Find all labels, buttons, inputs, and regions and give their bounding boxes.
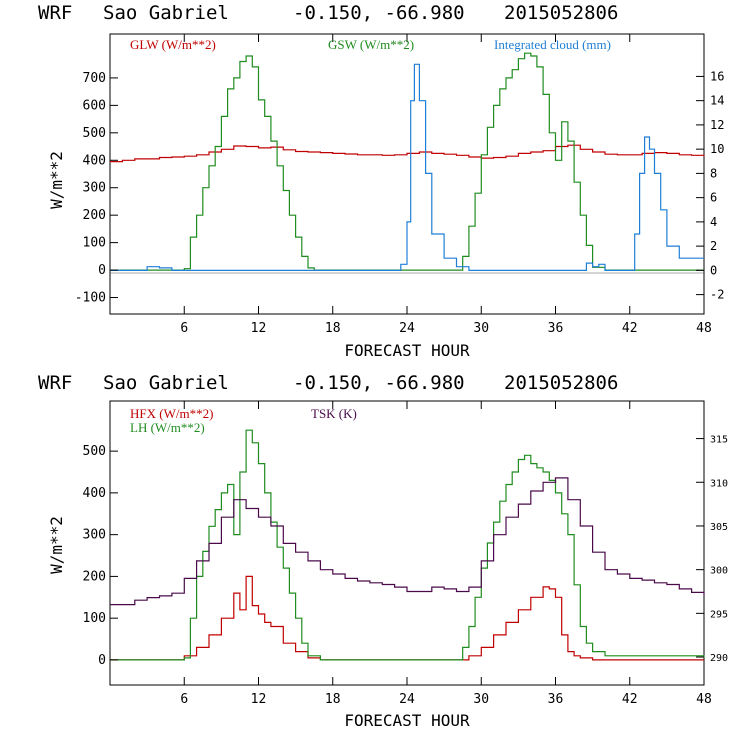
p2-y-tick-label: 0: [98, 653, 106, 668]
series-line-glw: [110, 144, 705, 163]
p2-x-axis-label: FORECAST HOUR: [344, 711, 470, 730]
p1-x-tick-label: 30: [473, 321, 489, 336]
series-line-tsk: [110, 477, 705, 606]
series-line-lh: [110, 429, 705, 661]
p2-axes-group: 6 12 18 24 30 36 42 48 0 100 200 300 400 500 290 295 300…: [83, 401, 728, 707]
p1-header-model: WRF: [38, 2, 72, 24]
p2-x-tick-label: 24: [399, 692, 415, 707]
p2-series-group: [110, 429, 705, 661]
p1-x-tick-label: 36: [548, 321, 564, 336]
p1-x-tick-label: 12: [251, 321, 267, 336]
p1-y-tick-label: -100: [75, 291, 106, 306]
legend-cloud: Integrated cloud (mm): [494, 37, 611, 52]
legend-hfx: HFX (W/m**2): [130, 406, 213, 421]
p1-y-tick-label: 100: [83, 236, 106, 251]
p2-x-tick-label: 48: [696, 692, 712, 707]
legend-gsw: GSW (W/m**2): [328, 37, 414, 52]
p2-x-tick-label: 18: [325, 692, 341, 707]
p2-y-tick-label: 400: [83, 486, 106, 501]
p1-y2-tick-label: 0: [710, 263, 717, 277]
p1-x-tick-label: 18: [325, 321, 341, 336]
p2-y2-tick-label: 315: [710, 435, 728, 446]
p2-y-tick-label: 500: [83, 444, 106, 459]
p2-y-tick-label: 100: [83, 611, 106, 626]
legend-lh: LH (W/m**2): [130, 420, 205, 435]
p2-y2-tick-label: 290: [710, 653, 728, 664]
p1-y-tick-label: 200: [83, 208, 106, 223]
p1-x-tick-label: 6: [180, 321, 188, 336]
p1-y2-tick-label: 2: [710, 239, 717, 253]
p2-x-tick-label: 6: [180, 692, 188, 707]
p1-y2-tick-label: 6: [710, 191, 717, 205]
legend-tsk: TSK (K): [311, 406, 357, 421]
p1-series-group: [110, 52, 705, 271]
p1-y-tick-label: 0: [98, 263, 106, 278]
p1-header-coords: -0.150, -66.980: [293, 2, 465, 24]
p2-y-tick-label: 300: [83, 528, 106, 543]
p1-y2-tick-label: 10: [710, 142, 724, 156]
legend-glw: GLW (W/m**2): [130, 37, 216, 52]
p1-y2-tick-label: -2: [710, 288, 724, 302]
p2-x-tick-label: 30: [473, 692, 489, 707]
p2-y2-tick-label: 305: [710, 522, 728, 533]
p2-y2-tick-label: 295: [710, 609, 728, 620]
panel-radiation: WRF Sao Gabriel -0.150, -66.980 20150528…: [38, 2, 724, 360]
p2-x-tick-label: 42: [622, 692, 638, 707]
p1-x-tick-label: 24: [399, 321, 415, 336]
p1-header-run: 2015052806: [504, 2, 618, 24]
p2-header-station: Sao Gabriel: [103, 372, 229, 394]
p1-x-axis-label: FORECAST HOUR: [344, 341, 470, 360]
p1-header-station: Sao Gabriel: [103, 2, 229, 24]
p1-y-tick-label: 500: [83, 126, 106, 141]
p2-y2-tick-label: 300: [710, 566, 728, 577]
p1-y-tick-label: 300: [83, 181, 106, 196]
p1-y2-tick-label: 16: [710, 69, 724, 83]
series-line-integrated: [110, 63, 704, 271]
p2-x-tick-label: 36: [548, 692, 564, 707]
panel-fluxes: WRF Sao Gabriel -0.150, -66.980 20150528…: [38, 372, 728, 730]
series-line-gsw: [110, 52, 704, 271]
p1-y-axis-label: W/m**2: [47, 151, 66, 209]
p1-y-tick-label: 600: [83, 98, 106, 113]
p1-y2-tick-label: 14: [710, 94, 724, 108]
p2-y-axis-label: W/m**2: [47, 516, 66, 574]
p2-x-tick-label: 12: [251, 692, 267, 707]
p2-plot-frame: [109, 400, 705, 686]
p2-y-tick-label: 200: [83, 569, 106, 584]
p2-header-run: 2015052806: [504, 372, 618, 394]
p1-y2-tick-label: 8: [710, 166, 717, 180]
p2-header-coords: -0.150, -66.980: [293, 372, 465, 394]
p1-y2-tick-label: 4: [710, 215, 717, 229]
p1-axes-group: 6 12 18 24 30 36 42 48-100010020030040050060070…: [75, 34, 724, 336]
p2-y2-tick-label: 310: [710, 478, 728, 489]
p1-x-tick-label: 48: [696, 321, 712, 336]
p1-y-tick-label: 700: [83, 71, 106, 86]
p1-plot-frame: [109, 33, 705, 315]
p1-y-tick-label: 400: [83, 153, 106, 168]
p2-header-model: WRF: [38, 372, 72, 394]
p1-y2-tick-label: 12: [710, 118, 724, 132]
p1-x-tick-label: 42: [622, 321, 638, 336]
